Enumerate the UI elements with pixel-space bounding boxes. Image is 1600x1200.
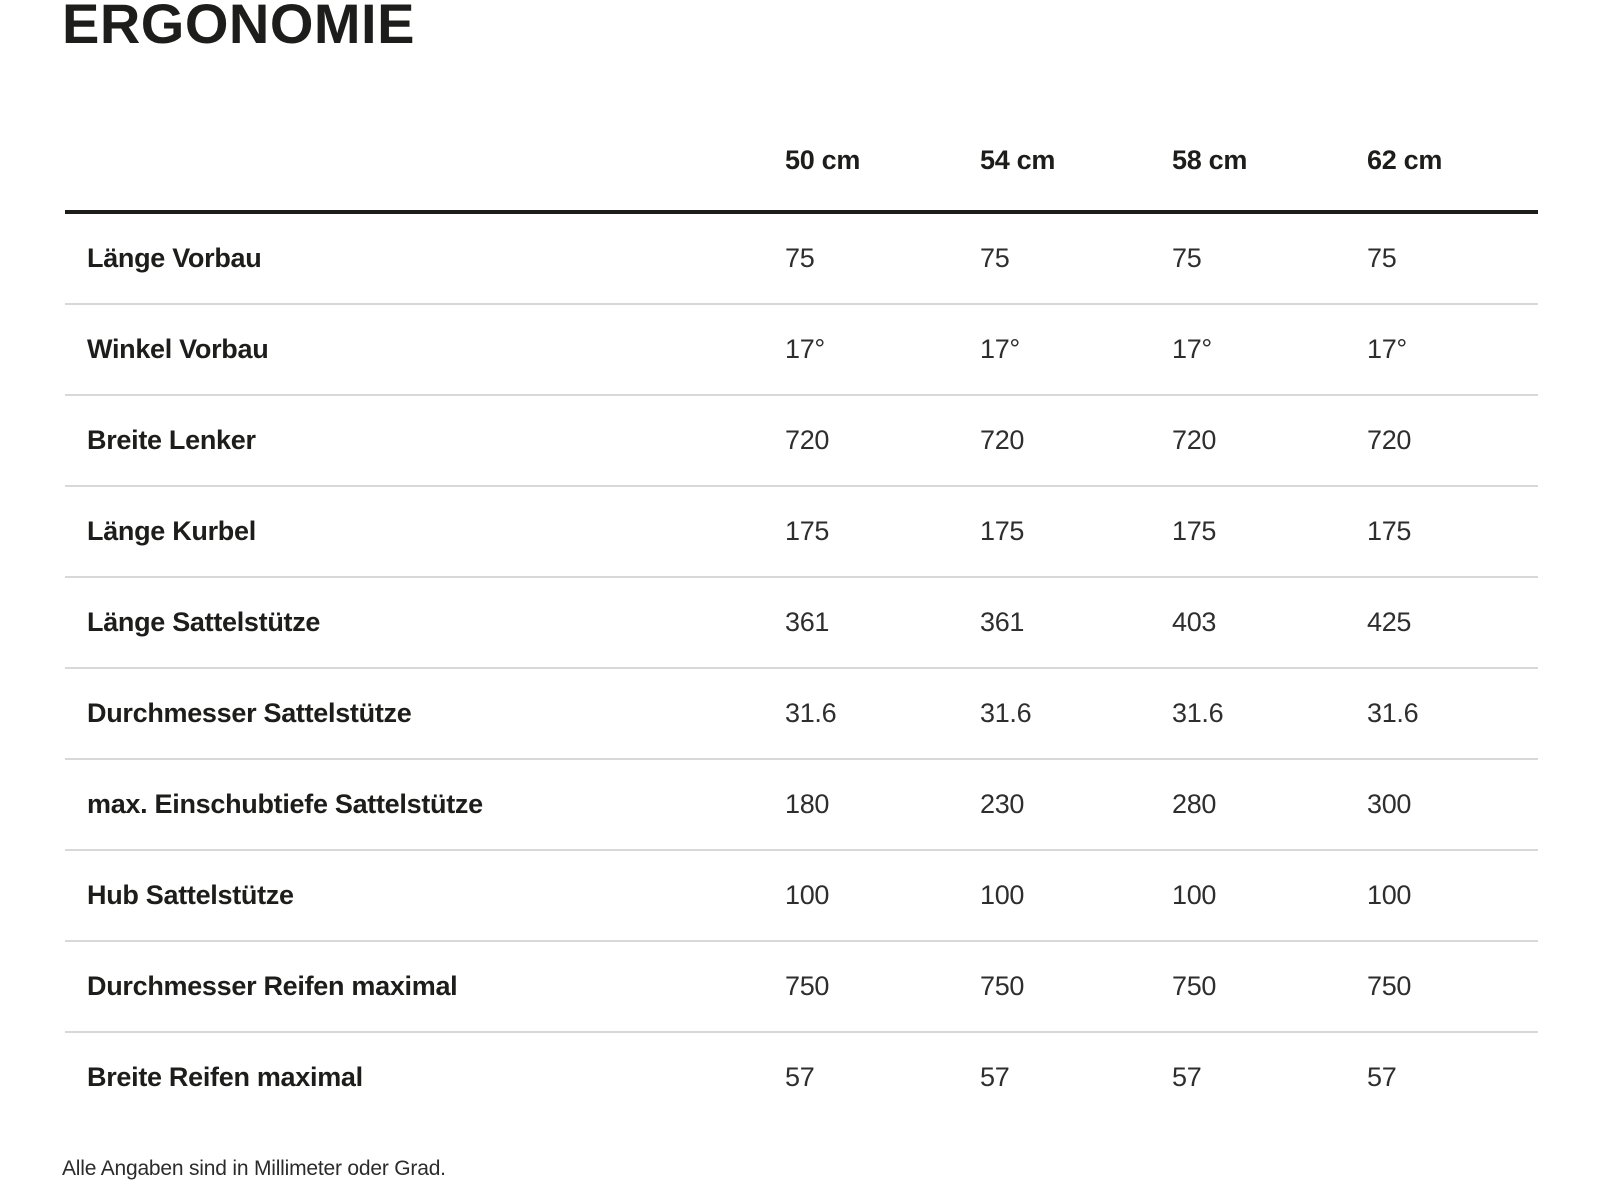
spec-label: max. Einschubtiefe Sattelstütze <box>87 789 483 819</box>
spec-value: 720 <box>785 425 830 455</box>
spec-value: 57 <box>1367 1062 1397 1092</box>
spec-label: Hub Sattelstütze <box>87 880 294 910</box>
spec-row: Durchmesser Reifen maximal 750 750 750 7… <box>65 942 1538 1033</box>
spec-value: 180 <box>785 789 830 819</box>
spec-value: 100 <box>1367 880 1412 910</box>
spec-row: Hub Sattelstütze 100 100 100 100 <box>65 851 1538 942</box>
spec-value: 75 <box>1367 243 1397 273</box>
spec-value: 175 <box>1367 516 1412 546</box>
spec-value: 750 <box>1172 971 1217 1001</box>
spec-value: 75 <box>1172 243 1202 273</box>
spec-value: 280 <box>1172 789 1217 819</box>
spec-row: max. Einschubtiefe Sattelstütze 180 230 … <box>65 760 1538 851</box>
size-column-header: 58 cm <box>1172 144 1248 175</box>
spec-label: Durchmesser Sattelstütze <box>87 698 412 728</box>
spec-value: 31.6 <box>980 698 1032 728</box>
table-header-row: 50 cm 54 cm 58 cm 62 cm <box>65 120 1538 214</box>
spec-value: 300 <box>1367 789 1412 819</box>
spec-value: 750 <box>785 971 830 1001</box>
spec-table: 50 cm 54 cm 58 cm 62 cm Länge Vorbau 75 … <box>65 120 1538 1122</box>
spec-label: Länge Sattelstütze <box>87 607 321 637</box>
spec-row: Breite Lenker 720 720 720 720 <box>65 396 1538 487</box>
spec-value: 750 <box>1367 971 1412 1001</box>
spec-value: 17° <box>1172 334 1212 364</box>
spec-row: Länge Kurbel 175 175 175 175 <box>65 487 1538 578</box>
spec-value: 361 <box>980 607 1025 637</box>
spec-label: Durchmesser Reifen maximal <box>87 971 458 1001</box>
spec-value: 425 <box>1367 607 1412 637</box>
size-column-header: 62 cm <box>1367 144 1443 175</box>
spec-value: 31.6 <box>785 698 837 728</box>
spec-value: 175 <box>980 516 1025 546</box>
spec-label-header <box>65 160 785 170</box>
spec-value: 720 <box>980 425 1025 455</box>
spec-value: 57 <box>980 1062 1010 1092</box>
spec-value: 175 <box>1172 516 1217 546</box>
spec-label: Breite Reifen maximal <box>87 1062 363 1092</box>
spec-table-body: Länge Vorbau 75 75 75 75 Winkel Vorbau 1… <box>65 214 1538 1122</box>
spec-value: 720 <box>1367 425 1412 455</box>
spec-label: Länge Vorbau <box>87 243 262 273</box>
spec-value: 100 <box>1172 880 1217 910</box>
spec-value: 750 <box>980 971 1025 1001</box>
spec-value: 75 <box>980 243 1010 273</box>
spec-value: 17° <box>980 334 1020 364</box>
spec-value: 17° <box>1367 334 1407 364</box>
footnote: Alle Angaben sind in Millimeter oder Gra… <box>62 1157 446 1180</box>
spec-value: 17° <box>785 334 825 364</box>
spec-value: 403 <box>1172 607 1217 637</box>
spec-value: 57 <box>1172 1062 1202 1092</box>
spec-value: 175 <box>785 516 830 546</box>
spec-row: Durchmesser Sattelstütze 31.6 31.6 31.6 … <box>65 669 1538 760</box>
spec-row: Winkel Vorbau 17° 17° 17° 17° <box>65 305 1538 396</box>
spec-value: 31.6 <box>1367 698 1419 728</box>
size-column-header: 54 cm <box>980 144 1056 175</box>
spec-row: Länge Sattelstütze 361 361 403 425 <box>65 578 1538 669</box>
spec-label: Winkel Vorbau <box>87 334 269 364</box>
spec-label: Länge Kurbel <box>87 516 256 546</box>
spec-value: 57 <box>785 1062 815 1092</box>
spec-value: 75 <box>785 243 815 273</box>
spec-label: Breite Lenker <box>87 425 256 455</box>
spec-value: 361 <box>785 607 830 637</box>
spec-value: 720 <box>1172 425 1217 455</box>
page-title: ERGONOMIE <box>62 0 415 55</box>
spec-value: 100 <box>785 880 830 910</box>
spec-value: 230 <box>980 789 1025 819</box>
spec-value: 31.6 <box>1172 698 1224 728</box>
spec-row: Länge Vorbau 75 75 75 75 <box>65 214 1538 305</box>
spec-value: 100 <box>980 880 1025 910</box>
size-column-header: 50 cm <box>785 144 861 175</box>
spec-row: Breite Reifen maximal 57 57 57 57 <box>65 1033 1538 1122</box>
